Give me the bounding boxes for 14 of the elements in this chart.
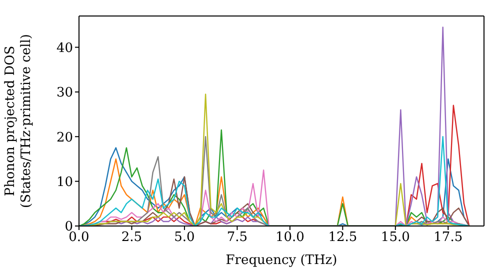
y-tick-label: 10 xyxy=(56,174,73,190)
y-axis-title: Phonon projected DOS (States/THz·primitive cell) xyxy=(3,34,34,208)
x-tick-label: 17.5 xyxy=(434,230,463,246)
y-tick-label: 30 xyxy=(56,86,73,101)
y-tick-label: 40 xyxy=(56,40,73,56)
x-tick-label: 7.5 xyxy=(226,230,248,246)
x-tick-label: 12.5 xyxy=(328,230,358,246)
x-tick-label: 15.0 xyxy=(380,230,410,246)
x-tick-label: 5.0 xyxy=(174,230,195,246)
y-tick-label: 20 xyxy=(56,130,73,146)
x-axis-title: Frequency (THz) xyxy=(226,253,338,268)
x-tick-label: 0.0 xyxy=(68,230,90,246)
x-tick-label: 10.0 xyxy=(275,230,304,246)
x-tick-label: 2.5 xyxy=(121,230,142,246)
